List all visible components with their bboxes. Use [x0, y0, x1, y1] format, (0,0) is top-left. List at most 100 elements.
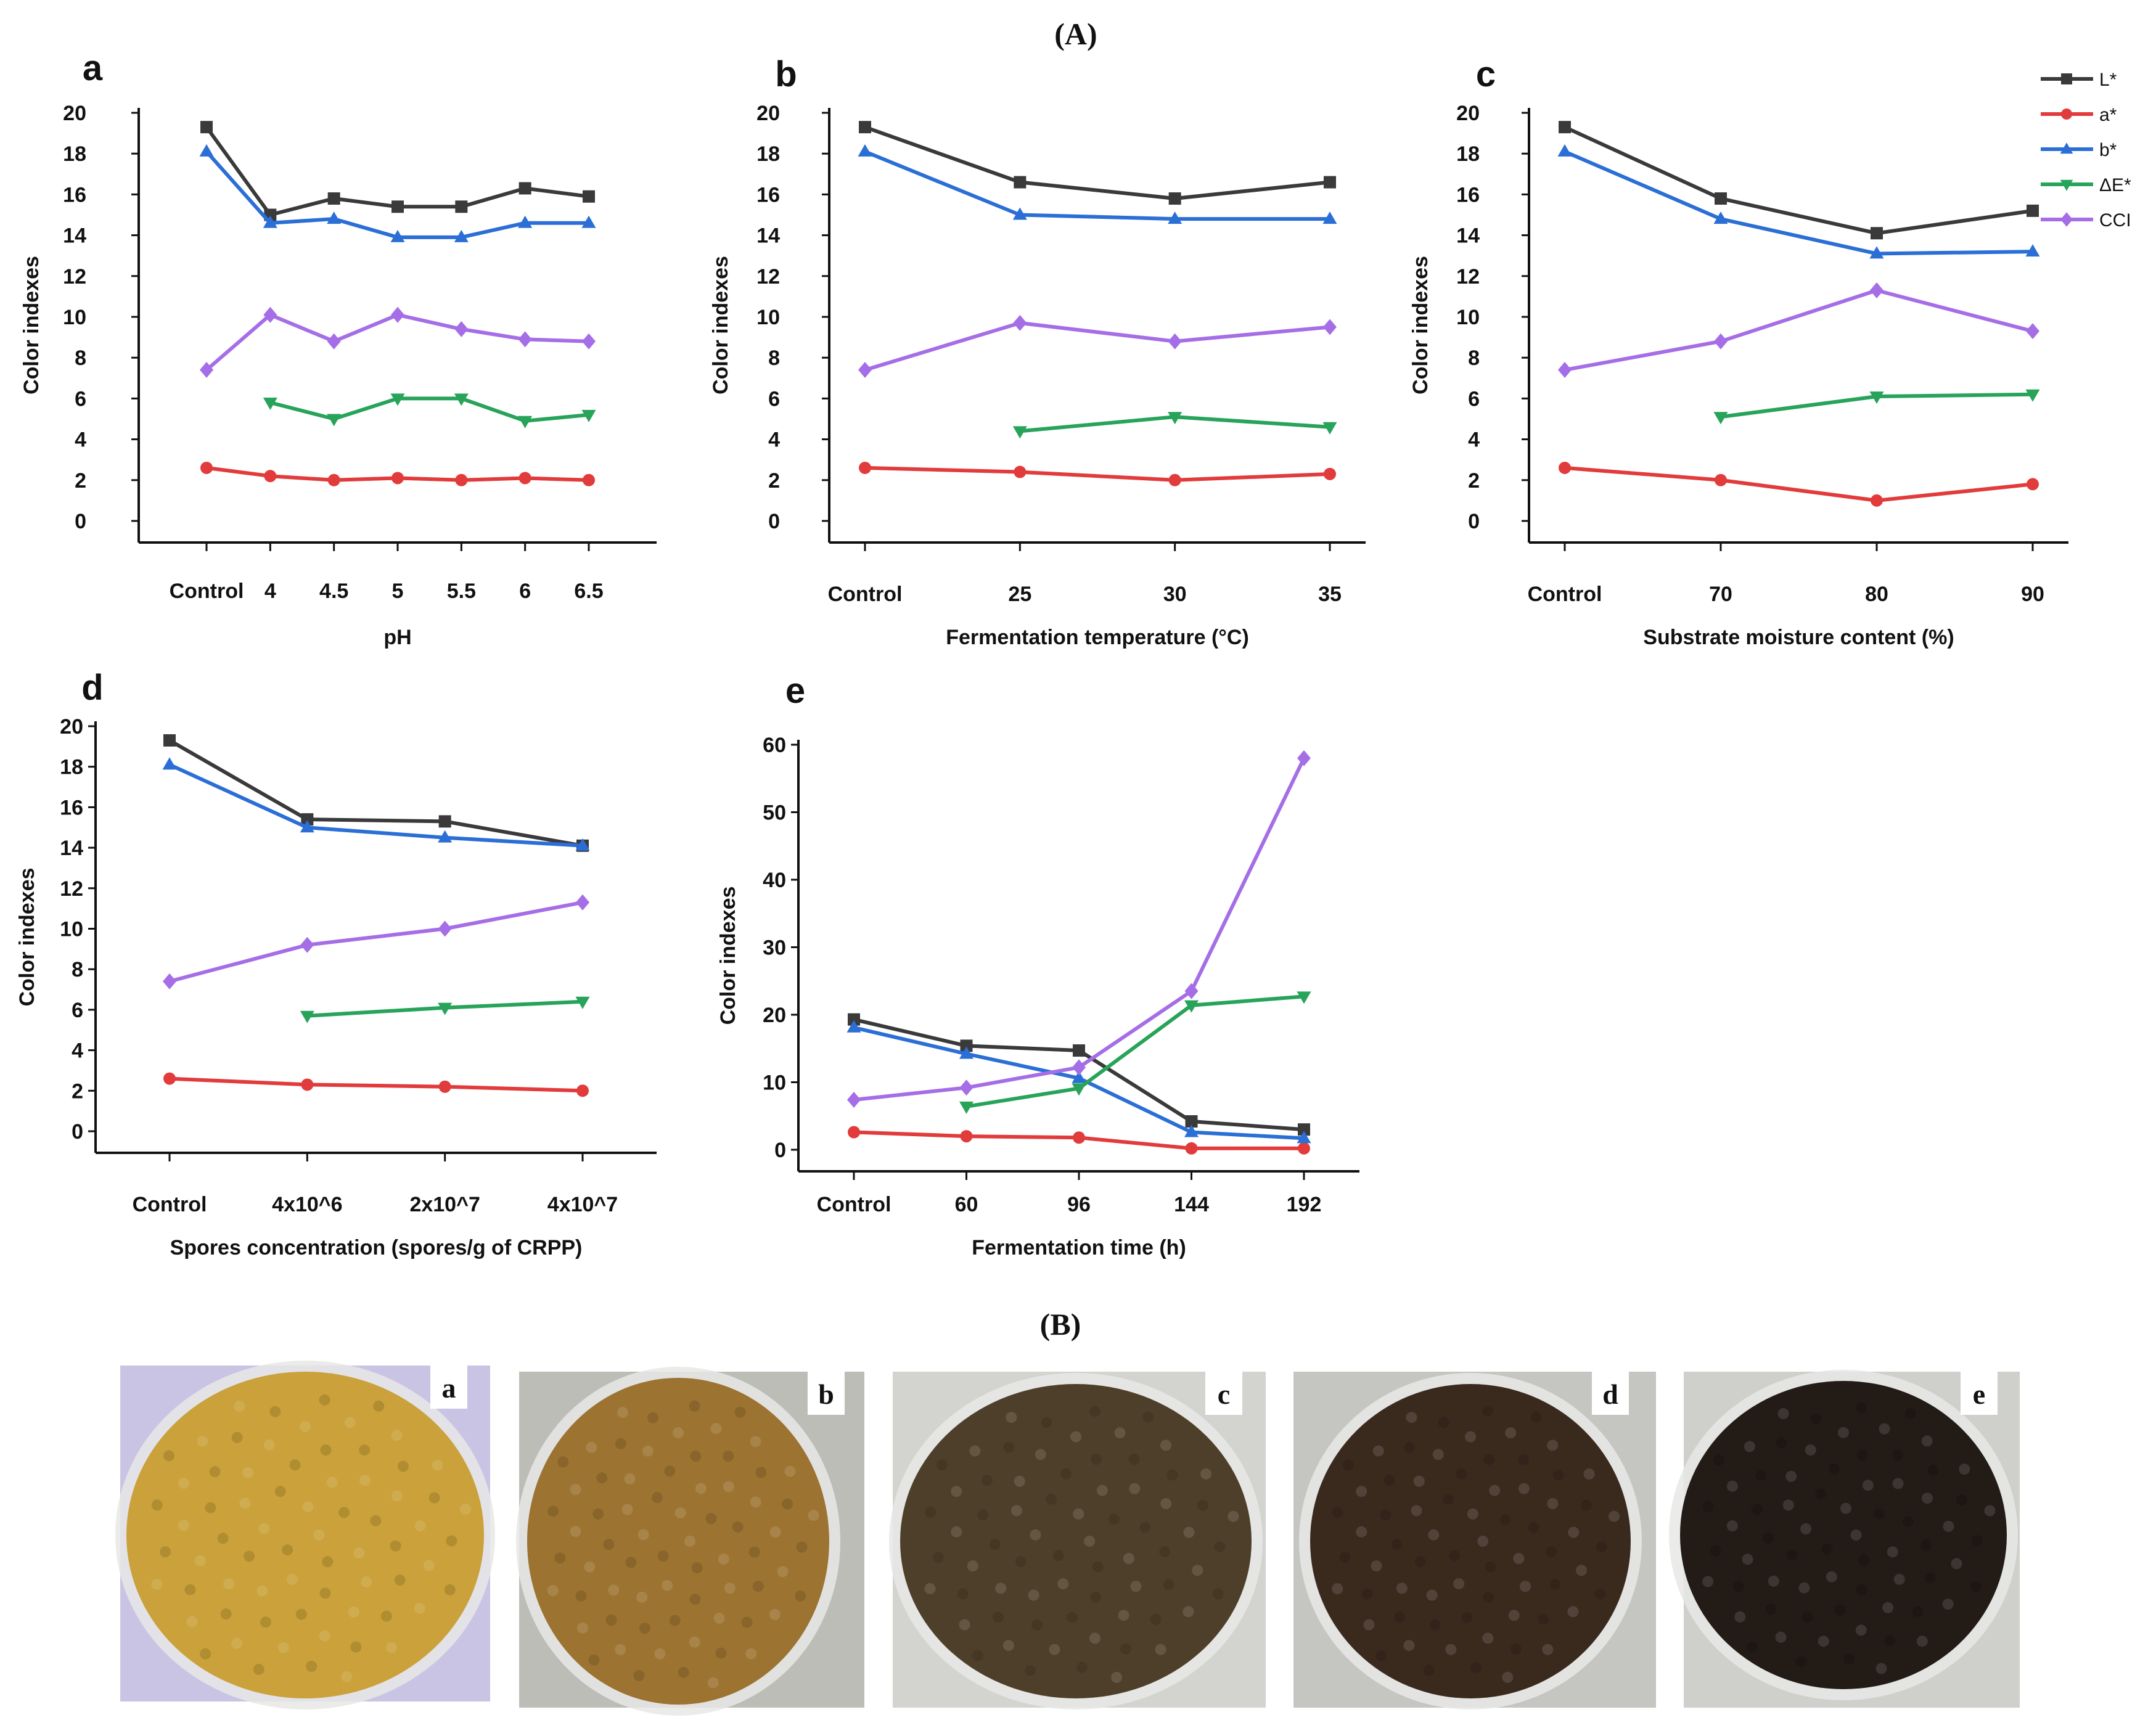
texture-speck: [707, 1677, 719, 1689]
texture-speck: [1713, 1454, 1725, 1466]
photo-label-box: [430, 1366, 467, 1409]
data-point-l-star: [391, 200, 404, 213]
x-tick-label: 4: [264, 579, 276, 603]
texture-speck: [1003, 1441, 1015, 1453]
texture-speck: [1879, 1423, 1890, 1435]
texture-speck: [1465, 1431, 1476, 1443]
series-a-star: [1559, 461, 2039, 507]
y-tick-label: 20: [763, 1004, 786, 1027]
data-point-l-star: [1871, 227, 1883, 240]
data-point-delta-e: [959, 1101, 973, 1114]
texture-speck: [795, 1590, 806, 1602]
x-axis-label: Fermentation temperature (°C): [946, 626, 1249, 649]
data-point-cci: [1297, 750, 1311, 766]
photo-a: a: [115, 1361, 495, 1710]
texture-speck: [718, 1554, 729, 1565]
texture-speck: [662, 1579, 673, 1591]
texture-speck: [1710, 1545, 1721, 1557]
texture-speck: [554, 1552, 566, 1564]
x-tick-label: 192: [1287, 1193, 1322, 1216]
texture-speck: [1183, 1526, 1195, 1538]
texture-speck: [313, 1529, 325, 1541]
texture-speck: [282, 1544, 293, 1556]
y-tick-label: 40: [763, 869, 786, 892]
texture-speck: [1775, 1631, 1787, 1643]
texture-speck: [319, 1587, 331, 1599]
texture-speck: [625, 1557, 637, 1568]
texture-speck: [1197, 1499, 1208, 1511]
data-point-l-star: [1185, 1115, 1198, 1128]
panel-label-b: b: [775, 54, 797, 94]
texture-speck: [1892, 1449, 1903, 1460]
texture-speck: [1030, 1529, 1041, 1541]
texture-speck: [260, 1616, 271, 1628]
data-point-l-star: [519, 182, 531, 195]
series-line-cci: [864, 321, 1330, 372]
texture-speck: [1470, 1661, 1482, 1673]
y-tick-label: 20: [63, 102, 86, 125]
texture-speck: [220, 1608, 232, 1619]
texture-speck: [1155, 1644, 1166, 1655]
y-tick-label: 10: [63, 306, 86, 329]
y-tick-label: 6: [75, 387, 86, 411]
texture-speck: [1028, 1589, 1039, 1601]
texture-speck: [353, 1547, 365, 1559]
texture-speck: [391, 1490, 403, 1502]
texture-speck: [1856, 1449, 1868, 1460]
data-point-delta-e: [1297, 991, 1311, 1004]
texture-speck: [151, 1499, 163, 1511]
texture-speck: [1959, 1464, 1970, 1475]
data-point-a-star: [1014, 465, 1027, 478]
texture-speck: [1396, 1583, 1408, 1594]
texture-speck: [1228, 1510, 1239, 1522]
data-point-cci: [576, 894, 589, 911]
texture-speck: [231, 1637, 242, 1649]
texture-speck: [1403, 1640, 1415, 1652]
data-point-cci: [847, 1091, 861, 1108]
texture-speck: [1046, 1493, 1057, 1505]
texture-speck: [200, 1648, 211, 1660]
data-point-l-star: [1715, 192, 1727, 205]
texture-speck: [1489, 1484, 1501, 1496]
texture-speck: [1609, 1510, 1620, 1522]
texture-speck: [1406, 1412, 1417, 1423]
texture-speck: [1542, 1644, 1554, 1655]
series-cci: [1558, 282, 2039, 379]
series-cci: [847, 750, 1311, 1108]
texture-speck: [1943, 1520, 1954, 1532]
texture-speck: [1067, 1611, 1078, 1623]
texture-speck: [1118, 1610, 1129, 1621]
texture-speck: [755, 1467, 767, 1478]
data-point-cci: [1072, 1059, 1086, 1076]
chart-panel-c: c 0 2 4 6 8 10 12 14 16 18 20 Control 70 80 90 Substrate…: [1409, 54, 2068, 649]
texture-speck: [617, 1407, 628, 1419]
series-line-b-star: [864, 150, 1330, 221]
texture-speck: [319, 1630, 330, 1642]
y-tick-label: 10: [756, 306, 780, 329]
texture-speck: [723, 1451, 734, 1462]
texture-speck: [615, 1438, 626, 1449]
data-point-a-star: [391, 472, 404, 485]
data-point-a-star: [163, 1072, 176, 1085]
legend-item-cci: CCI: [2041, 210, 2131, 231]
data-point-a-star: [1715, 473, 1727, 486]
texture-speck: [1747, 1641, 1758, 1653]
x-tick-label: 2x10^7: [409, 1193, 480, 1216]
texture-speck: [1576, 1565, 1587, 1576]
sample-granules: [900, 1384, 1252, 1698]
texture-speck: [608, 1584, 620, 1596]
texture-speck: [274, 1486, 286, 1497]
texture-speck: [1826, 1571, 1837, 1583]
texture-speck: [705, 1513, 717, 1525]
y-tick-label: 20: [60, 715, 83, 739]
panel-label-e: e: [785, 671, 805, 711]
y-tick-label: 4: [1468, 428, 1480, 452]
data-point-a-star: [583, 473, 595, 486]
texture-speck: [547, 1585, 559, 1596]
texture-speck: [689, 1400, 700, 1412]
texture-speck: [1485, 1561, 1496, 1573]
photo-label-box: [1961, 1372, 1998, 1415]
texture-speck: [713, 1612, 725, 1624]
data-point-b-star: [162, 757, 177, 770]
texture-speck: [209, 1466, 221, 1478]
